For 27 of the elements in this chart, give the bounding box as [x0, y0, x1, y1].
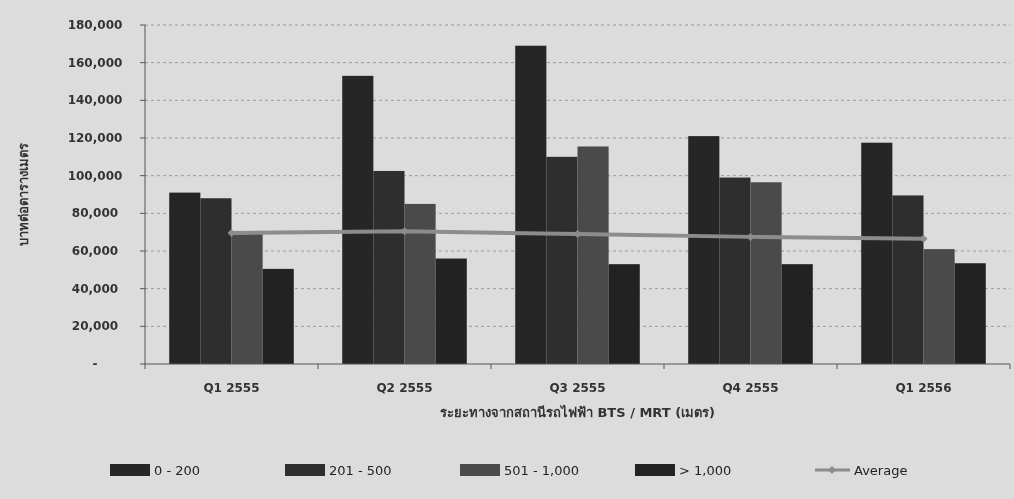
x-tick-label: Q1 2556 — [895, 381, 952, 395]
x-tick-label: Q4 2555 — [722, 381, 779, 395]
y-tick-label: 160,000 — [67, 55, 123, 70]
bar — [954, 263, 986, 364]
y-tick-label: 80,000 — [71, 206, 119, 221]
legend-label: 0 - 200 — [154, 463, 201, 478]
legend-label: 501 - 1,000 — [504, 463, 579, 478]
legend-label: > 1,000 — [679, 463, 732, 478]
x-tick-label: Q1 2555 — [203, 381, 260, 395]
y-tick-label: 40,000 — [71, 281, 119, 296]
bar — [781, 264, 813, 364]
x-axis-title: ระยะทางจากสถานีรถไฟฟ้า BTS / MRT (เมตร) — [439, 404, 716, 420]
bar — [435, 258, 467, 364]
y-tick-label: - — [92, 357, 98, 371]
y-tick-label: 100,000 — [67, 168, 123, 183]
y-tick-label: 20,000 — [71, 319, 119, 334]
y-axis-title: บาทต่อตารางเมตร — [16, 143, 31, 246]
legend-label: Average — [854, 463, 908, 478]
bar — [262, 268, 294, 364]
y-tick-label: 180,000 — [67, 18, 123, 32]
legend-label: 201 - 500 — [329, 463, 392, 478]
y-tick-label: 140,000 — [67, 93, 123, 108]
y-tick-label: 120,000 — [67, 131, 123, 145]
x-tick-label: Q2 2555 — [376, 381, 433, 395]
x-tick-label: Q3 2555 — [549, 381, 606, 395]
y-tick-label: 60,000 — [71, 244, 119, 258]
bar — [608, 264, 640, 364]
